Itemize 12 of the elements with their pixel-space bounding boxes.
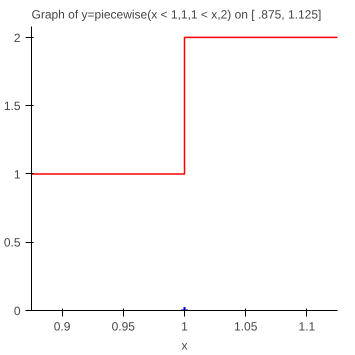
x-tick-label: 0.95 (112, 320, 136, 334)
y-tick-label: 0 (14, 304, 21, 318)
x-tick-label: 1.1 (298, 320, 316, 334)
x-tick-label: 1.05 (234, 320, 258, 334)
y-tick-label: 1 (14, 167, 21, 182)
x-tick-label: 0.9 (54, 320, 71, 334)
y-tick-label: 0.5 (4, 236, 21, 250)
y-tick-label: 2 (14, 30, 21, 45)
y-tick-label: 1.5 (4, 99, 21, 114)
chart-title: Graph of y=piecewise(x < 1,1,1 < x,2) on [ .875, 1.125] (32, 8, 322, 22)
x-axis-title: x (182, 338, 188, 352)
x-tick-label: 1 (181, 320, 188, 334)
